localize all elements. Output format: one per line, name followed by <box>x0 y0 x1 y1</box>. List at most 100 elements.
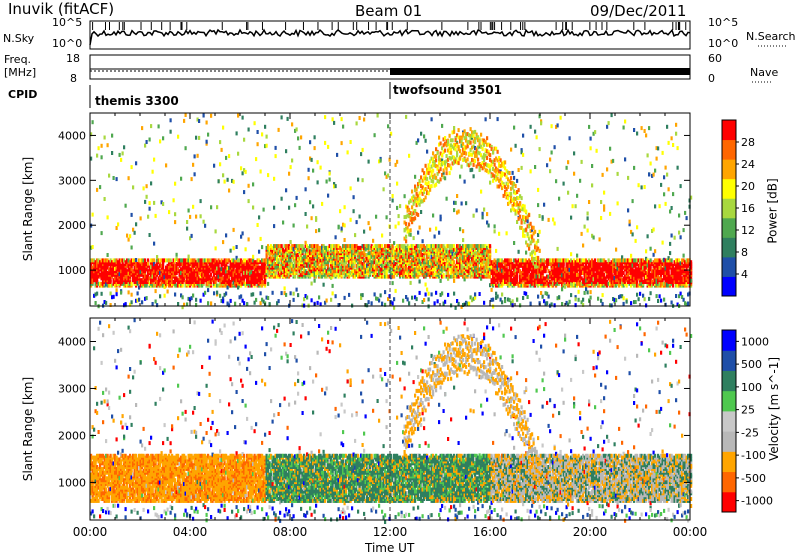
power-cell <box>395 225 397 229</box>
power-cell <box>458 128 460 132</box>
power-cell <box>116 226 118 230</box>
power-cell <box>362 293 364 297</box>
power-cell <box>429 228 431 232</box>
power-cell <box>489 244 491 248</box>
power-cell <box>210 273 212 277</box>
power-cell <box>443 273 445 277</box>
power-cell <box>525 251 527 255</box>
power-cell <box>281 291 283 295</box>
power-cell <box>440 177 442 181</box>
power-cell <box>341 141 343 145</box>
power-cell <box>252 292 254 296</box>
power-cell <box>477 158 479 162</box>
power-cell <box>96 188 98 192</box>
freq-panel <box>90 55 690 79</box>
power-cell <box>110 292 112 296</box>
power-cell <box>500 158 502 162</box>
power-cell <box>302 244 304 248</box>
power-cell <box>188 209 190 213</box>
power-cell <box>420 210 422 214</box>
power-cell <box>392 301 394 305</box>
power-cell <box>465 201 467 205</box>
power-cell <box>149 207 151 211</box>
power-cell <box>338 225 340 229</box>
power-cell <box>510 192 512 196</box>
power-cell <box>341 117 343 121</box>
power-cell <box>326 180 328 184</box>
power-cell <box>362 178 364 182</box>
power-cell <box>336 153 338 157</box>
power-cell <box>461 165 463 169</box>
power-cell <box>129 234 131 238</box>
power-cell <box>210 301 212 305</box>
power-cell <box>368 300 370 304</box>
power-cell <box>240 166 242 170</box>
power-cell <box>144 200 146 204</box>
power-cell <box>521 196 523 200</box>
power-cell <box>224 180 226 184</box>
power-cell <box>527 232 529 236</box>
power-cell <box>291 122 293 126</box>
power-cell <box>135 161 137 165</box>
power-cell <box>441 291 443 295</box>
power-cell <box>473 174 475 178</box>
power-cell <box>452 138 454 142</box>
power-cell <box>344 296 346 300</box>
nsky-trace <box>90 30 690 45</box>
power-cell <box>419 280 421 284</box>
power-cell <box>501 300 503 304</box>
power-cell <box>266 144 268 148</box>
power-cell <box>200 299 202 303</box>
power-cell <box>293 224 295 228</box>
power-cell <box>248 128 250 132</box>
power-cell <box>425 195 427 199</box>
power-cell <box>92 120 94 124</box>
power-cell <box>143 186 145 190</box>
power-cell <box>350 186 352 190</box>
power-cell <box>101 231 103 235</box>
power-cell <box>141 126 143 130</box>
power-cell <box>356 121 358 125</box>
power-cell <box>468 302 470 306</box>
power-cell <box>159 139 161 143</box>
power-cell <box>101 155 103 159</box>
power-cell <box>206 140 208 144</box>
power-cell <box>158 124 160 128</box>
power-cell <box>374 292 376 296</box>
power-cell <box>444 149 446 153</box>
power-cell <box>410 233 412 237</box>
power-cell <box>149 233 151 237</box>
power-cell <box>192 163 194 167</box>
power-cell <box>512 299 514 303</box>
power-cell <box>207 133 209 137</box>
power-cell <box>164 294 166 298</box>
power-cell <box>461 202 463 206</box>
power-cell <box>282 221 284 225</box>
power-cell <box>480 190 482 194</box>
power-cell <box>408 222 410 226</box>
power-cell <box>215 246 217 250</box>
power-cell <box>428 191 430 195</box>
power-cell <box>330 298 332 302</box>
power-cell <box>110 278 112 282</box>
power-cell <box>510 148 512 152</box>
power-cell <box>485 117 487 121</box>
power-cell <box>317 160 319 164</box>
freq-trace-solid <box>390 68 690 75</box>
power-cell <box>134 231 136 235</box>
power-cell <box>210 114 212 118</box>
power-cell <box>273 224 275 228</box>
power-cell <box>254 121 256 125</box>
power-cell <box>260 237 262 241</box>
power-cell <box>489 249 491 253</box>
power-cell <box>510 176 512 180</box>
power-cell <box>168 210 170 214</box>
power-cell <box>428 297 430 301</box>
power-cell <box>243 190 245 194</box>
power-cell <box>359 116 361 120</box>
power-cell <box>318 228 320 232</box>
power-cell <box>393 241 395 245</box>
power-cell <box>426 177 428 181</box>
power-cell <box>189 215 191 219</box>
power-cell <box>260 291 262 295</box>
